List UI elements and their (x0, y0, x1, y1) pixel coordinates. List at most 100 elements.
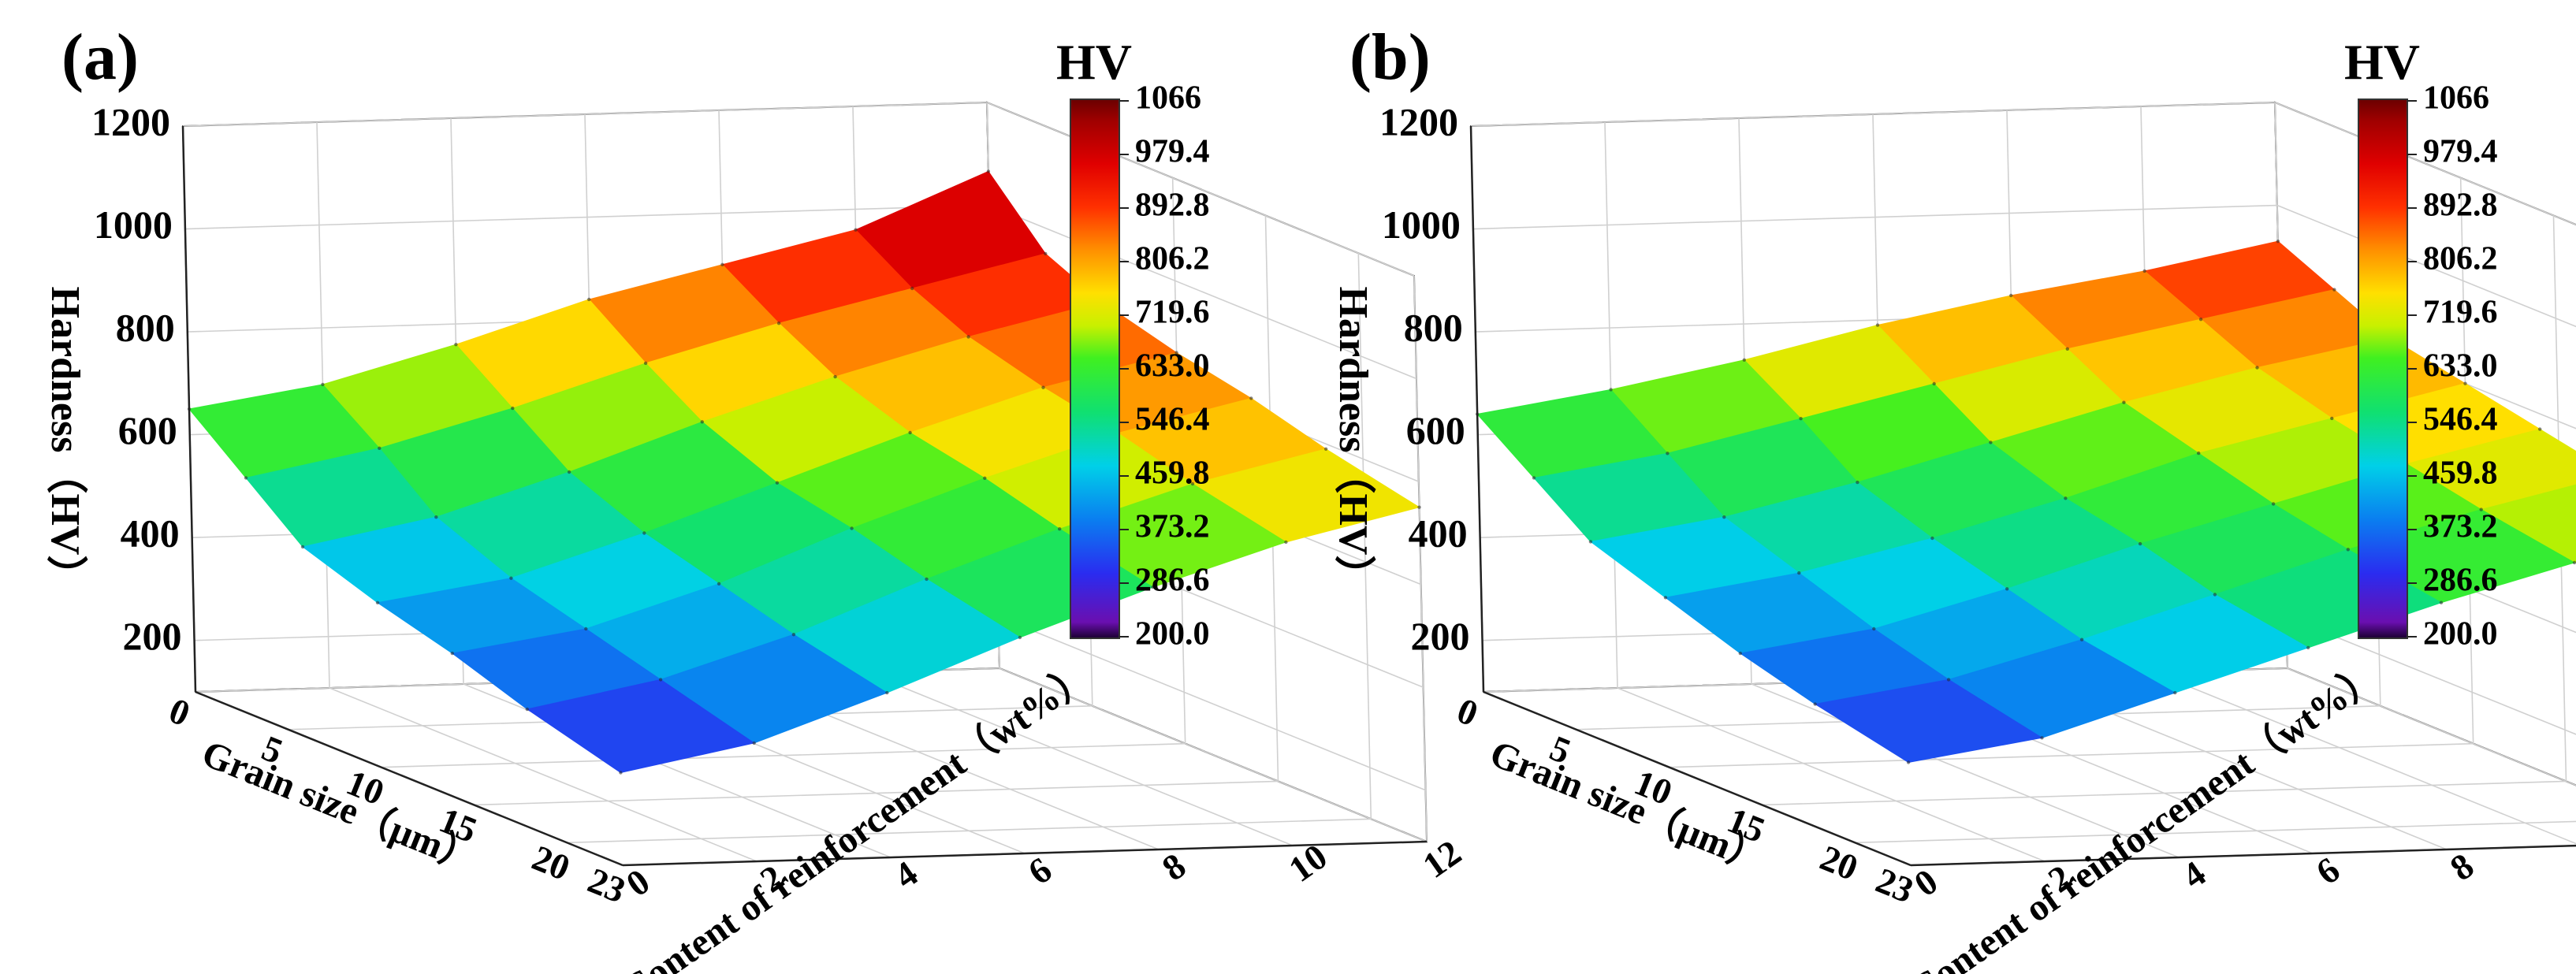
colorbar-tick-label: 633.0 (1135, 348, 1210, 385)
surface-point (2255, 366, 2259, 370)
surface-point (509, 576, 513, 580)
grain-tick-label: 0 (164, 690, 195, 734)
surface-point (244, 476, 248, 480)
hardness-axis-line (181, 125, 197, 693)
surface-point (850, 526, 854, 530)
panel-label: (b) (1349, 20, 1431, 94)
surface-point (1932, 381, 1936, 386)
gridline (986, 102, 1415, 277)
gridline (1751, 683, 2180, 858)
colorbar-tick-label: 373.2 (2423, 509, 2498, 545)
surface-point (1722, 515, 1726, 519)
surface-point (619, 771, 623, 775)
hardness-tick-label: 200 (123, 614, 182, 658)
surface-point (321, 382, 325, 387)
grain-tick-label: 0 (1452, 690, 1483, 734)
surface-point (1742, 358, 1746, 362)
hardness-axis-title: Hardness（HV） (43, 287, 88, 597)
colorbar-tick-label: 806.2 (1135, 241, 1210, 277)
colorbar-gradient (2358, 99, 2408, 639)
surface-point (1018, 635, 1022, 640)
gridline (329, 687, 758, 862)
surface-point (983, 476, 987, 480)
surface-point (434, 515, 438, 519)
colorbar-tick-label: 1066 (1135, 80, 1201, 117)
surface-point (1906, 760, 1911, 764)
content-tick-label: 4 (2175, 853, 2213, 896)
surface-point (1151, 585, 1155, 589)
gridline (1413, 275, 1428, 842)
colorbar-tick-label: 719.6 (2423, 295, 2498, 331)
surface-point (2538, 427, 2542, 431)
surface-point (2346, 548, 2350, 552)
grain-tick-label: 20 (1815, 837, 1863, 888)
colorbar-tick-label: 286.6 (1135, 563, 1210, 599)
surface-point (833, 374, 837, 379)
surface-point (1738, 651, 1742, 656)
surface-point (1989, 441, 1993, 444)
gridline (2153, 671, 2576, 845)
colorbar-tick-label: 633.0 (2423, 348, 2498, 385)
surface-point (450, 651, 454, 656)
content-axis-line (1910, 844, 2576, 867)
colorbar-tick-label: 806.2 (2423, 241, 2498, 277)
gridline (998, 615, 1426, 791)
hardness-tick-label: 1000 (1382, 203, 1461, 247)
surface-point (525, 707, 529, 712)
gridline (865, 671, 1294, 846)
hardness-tick-label: 600 (118, 408, 177, 452)
panel-label: (a) (61, 20, 139, 94)
surface-point (791, 633, 796, 637)
surface-point (1174, 351, 1178, 355)
surface-point (1930, 536, 1934, 541)
surface-point (567, 470, 571, 474)
gridline (2276, 204, 2576, 328)
hardness-tick-label: 400 (121, 511, 180, 556)
surface-point (1532, 476, 1536, 480)
surface-point (2198, 318, 2203, 322)
colorbar-tick-label: 546.4 (2423, 402, 2498, 438)
surface-point (717, 582, 721, 586)
surface-point (1856, 480, 1859, 485)
surface-point (2330, 416, 2334, 421)
colorbar-tick-label: 892.8 (2423, 188, 2498, 224)
hardness-tick-label: 800 (1404, 306, 1463, 350)
colorbar-tick-label: 979.4 (1135, 134, 1210, 170)
colorbar-tick-label: 1066 (2423, 80, 2489, 117)
content-tick-label: 8 (2443, 845, 2481, 888)
gridline (1617, 687, 2046, 862)
surface-point (854, 228, 858, 232)
hardness-tick-label: 1200 (91, 99, 170, 143)
hardness-axis-title: Hardness（HV） (1331, 287, 1376, 597)
surface-point (2271, 502, 2276, 506)
surface-point (2142, 269, 2146, 273)
surface-point (986, 169, 991, 173)
colorbar-tick-label: 979.4 (2423, 134, 2498, 170)
surface-point (2213, 593, 2217, 597)
gridline (2286, 615, 2576, 735)
surface-point (776, 322, 781, 325)
surface-point (643, 361, 648, 366)
surface-point (1044, 251, 1048, 256)
surface-point (2572, 560, 2576, 565)
surface-point (775, 481, 780, 485)
surface-point (1666, 452, 1670, 455)
hardness-tick-label: 200 (1411, 614, 1470, 658)
surface-point (2040, 736, 2044, 740)
grain-tick-label: 20 (527, 837, 575, 888)
surface-point (300, 545, 305, 549)
colorbar-tick-label: 459.8 (1135, 455, 1210, 492)
content-axis-line (622, 840, 1428, 867)
surface-point (1417, 505, 1421, 509)
colorbar-tick-label: 286.6 (2423, 563, 2498, 599)
surface-point (2479, 507, 2483, 511)
surface-point (1609, 388, 1613, 392)
surface-point (2005, 587, 2009, 591)
surface-point (1813, 702, 1817, 706)
surface-point (966, 335, 970, 339)
surface-point (511, 406, 515, 411)
surface-point (375, 600, 380, 604)
colorbar-title: HV (2344, 34, 2420, 90)
surface-point (1041, 385, 1045, 389)
